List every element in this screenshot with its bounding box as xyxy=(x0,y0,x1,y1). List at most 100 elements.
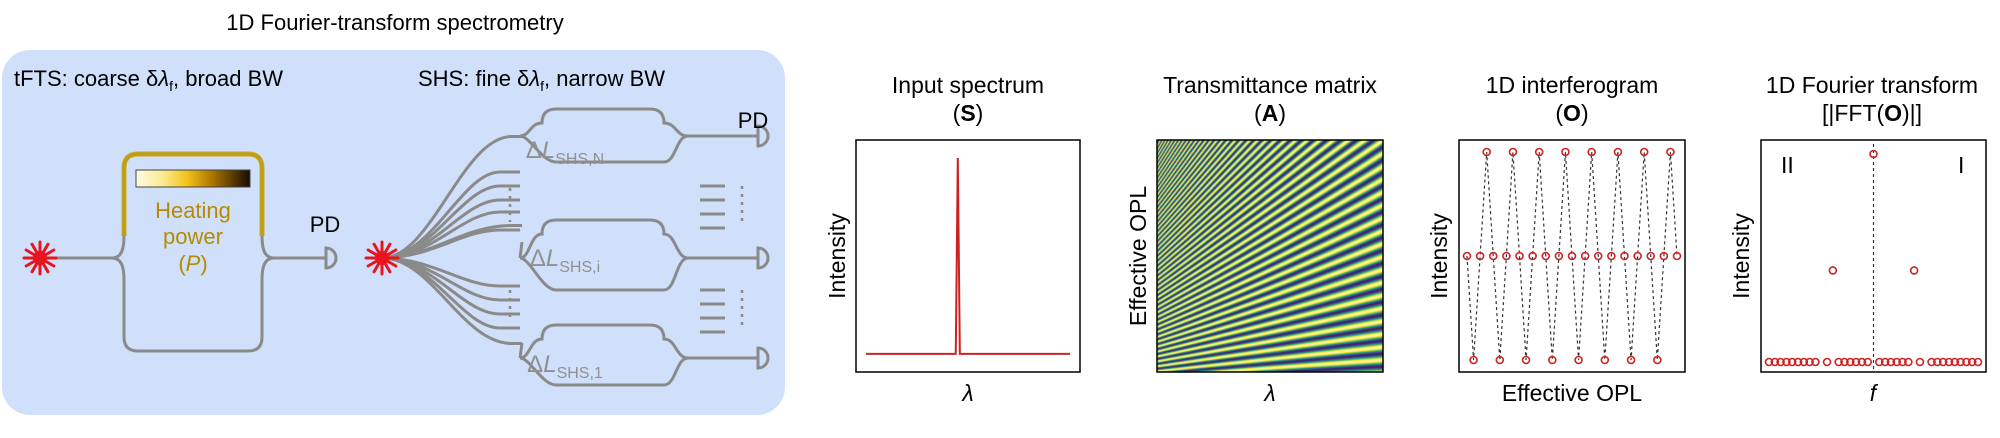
interferogram-point xyxy=(1475,251,1485,261)
shs-source-icon xyxy=(364,240,400,276)
fourier-ylabel: Intensity xyxy=(1728,213,1754,299)
interferogram-point xyxy=(1600,355,1610,365)
fft-point xyxy=(1880,357,1890,367)
fft-point xyxy=(1851,357,1861,367)
interferogram-point xyxy=(1613,147,1623,157)
fft-point xyxy=(1857,357,1867,367)
shs-arm-label-n: ΔLSHS,N xyxy=(526,137,604,168)
shs-arm-label-i: ΔLSHS,i xyxy=(530,245,600,276)
interferogram-point xyxy=(1521,355,1531,365)
fft-point xyxy=(1845,357,1855,367)
input-title-1: Input spectrum xyxy=(892,72,1044,98)
fourier-xlabel: f xyxy=(1870,380,1879,406)
shs-stub-waveguide xyxy=(381,228,520,260)
interferogram-point xyxy=(1515,251,1524,261)
matrix-xlabel: λ xyxy=(1262,380,1275,406)
schematic-panel xyxy=(2,50,785,415)
input-title-2: (S) xyxy=(953,100,984,126)
heat-colorbar-icon xyxy=(135,169,251,188)
heater-element xyxy=(121,151,265,236)
shs-waveguide xyxy=(518,241,524,259)
fft-point xyxy=(1787,357,1797,367)
interferogram-point xyxy=(1469,355,1478,365)
interferogram-point xyxy=(1488,251,1498,261)
tfts-title: tFTS: coarse δλf, broad BW xyxy=(14,66,283,94)
shs-photodetector-icon xyxy=(756,246,770,270)
fft-point xyxy=(1956,357,1965,367)
fourier-title-1: 1D Fourier transform xyxy=(1766,72,1978,98)
interferogram-point xyxy=(1633,251,1642,261)
shs-title: SHS: fine δλf, narrow BW xyxy=(418,66,665,94)
interferogram-point xyxy=(1646,251,1656,261)
shs-arm-lower xyxy=(519,356,689,387)
fourier-title-2: [|FFT(O)|] xyxy=(1822,100,1922,126)
shs-waveguide xyxy=(518,342,524,359)
interferogram-point xyxy=(1653,355,1662,365)
interferogram-point xyxy=(1620,251,1629,261)
fft-point xyxy=(1828,266,1838,275)
matrix-title-2: (A) xyxy=(1254,100,1286,126)
interferogram-xlabel: Effective OPL xyxy=(1502,380,1642,406)
interferogram-point xyxy=(1626,355,1636,365)
heater-label-power: power xyxy=(163,224,223,249)
fft-point xyxy=(1782,357,1791,367)
fft-point xyxy=(1799,357,1809,367)
matrix-title-1: Transmittance matrix xyxy=(1163,72,1377,98)
tfts-pd-label: PD xyxy=(310,212,341,237)
fft-point xyxy=(1967,357,1977,367)
interferogram-series xyxy=(1462,147,1682,365)
shs-arm-upper xyxy=(519,218,689,260)
fourier-series xyxy=(1764,144,1983,372)
interferogram-point xyxy=(1528,251,1537,261)
interferogram-point xyxy=(1593,251,1603,261)
interferogram-point xyxy=(1672,251,1682,261)
shs-pd-label: PD xyxy=(738,108,769,133)
interferogram-point xyxy=(1541,251,1551,261)
source-core xyxy=(375,251,389,265)
interferogram-point xyxy=(1495,355,1505,365)
transmittance-heatmap xyxy=(1157,140,1383,372)
fft-point xyxy=(1950,357,1960,367)
interferogram-point xyxy=(1587,147,1596,157)
fourier-label-ii: II xyxy=(1781,152,1794,178)
fft-point xyxy=(1770,357,1780,367)
interferogram-point xyxy=(1666,147,1675,157)
fft-point xyxy=(1944,357,1954,367)
fft-point xyxy=(1840,357,1849,367)
interferogram-point xyxy=(1502,251,1511,261)
matrix-plot-frame xyxy=(1156,139,1384,373)
interferogram-point xyxy=(1554,251,1564,261)
fft-point xyxy=(1811,357,1820,367)
input-xlabel: λ xyxy=(960,380,973,406)
fft-point xyxy=(1793,357,1803,367)
fft-point xyxy=(1973,357,1983,367)
fft-point xyxy=(1962,357,1971,367)
fft-point xyxy=(1904,357,1913,367)
fft-point xyxy=(1822,357,1832,367)
fourier-label-i: I xyxy=(1958,152,1964,178)
interferogram-point xyxy=(1561,147,1570,157)
fft-point xyxy=(1898,357,1907,367)
interferogram-point xyxy=(1534,147,1544,157)
interferogram-point xyxy=(1548,355,1557,365)
fft-point xyxy=(1805,357,1814,367)
fft-point xyxy=(1834,357,1843,367)
fft-point xyxy=(1863,357,1872,367)
interferogram-point xyxy=(1567,251,1577,261)
interferogram-title-1: 1D interferogram xyxy=(1486,72,1659,98)
fft-point xyxy=(1886,357,1896,367)
interferogram-point xyxy=(1580,251,1590,261)
fft-point xyxy=(1776,357,1785,367)
shs-waveguide xyxy=(381,135,522,260)
shs-splitter-tree xyxy=(381,107,770,387)
source-core xyxy=(33,251,47,265)
fft-point xyxy=(1875,357,1884,367)
shs-photodetector-icon xyxy=(756,124,770,148)
shs-arm-upper xyxy=(519,323,689,360)
shs-arm-lower xyxy=(519,256,689,292)
interferogram-ylabel: Intensity xyxy=(1426,213,1452,299)
interferogram-point xyxy=(1639,147,1649,157)
interferogram-curve xyxy=(1466,151,1678,361)
input-ylabel: Intensity xyxy=(824,213,850,299)
input-spectrum-line xyxy=(866,157,1070,355)
